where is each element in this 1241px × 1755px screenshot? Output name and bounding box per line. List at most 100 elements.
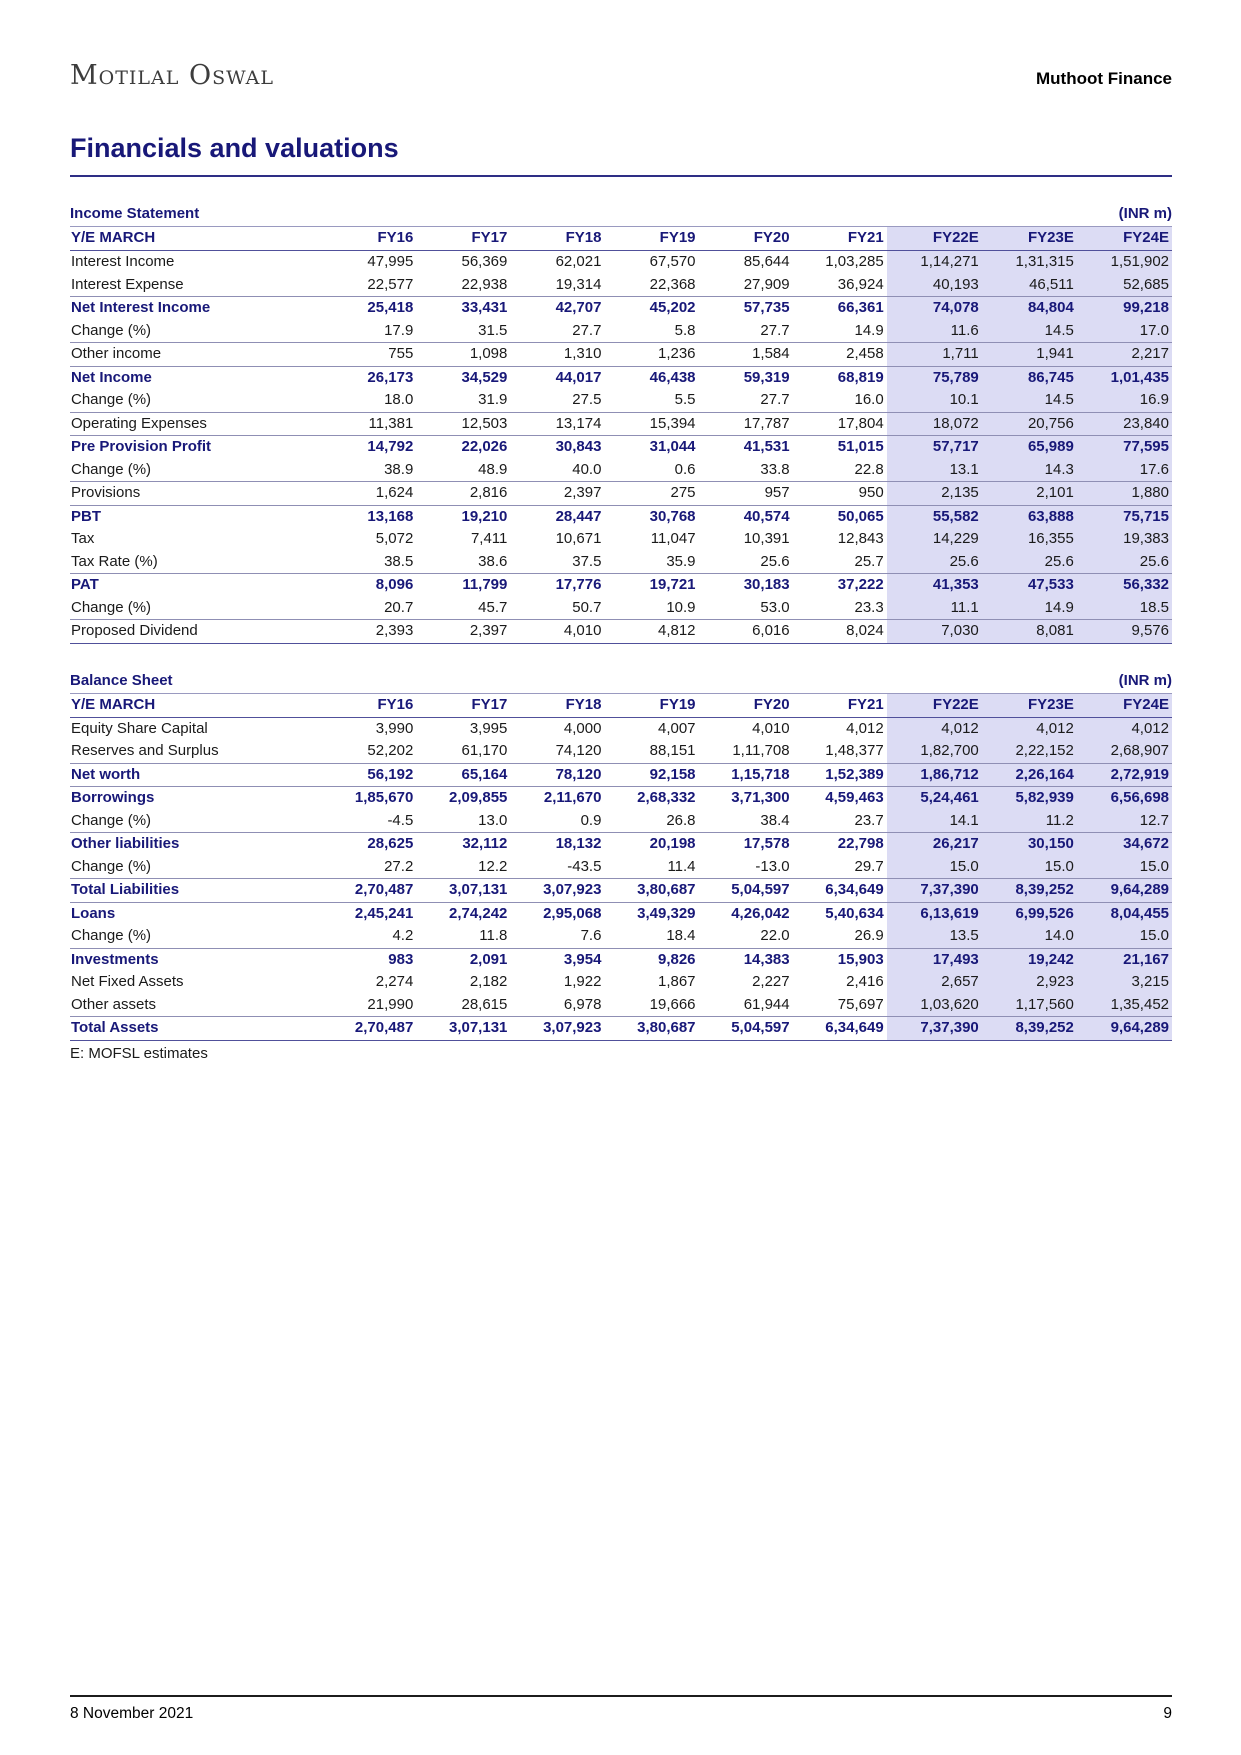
- cell: -13.0: [698, 855, 793, 879]
- table-row: Investments 983 2,091 3,954 9,826 14,383 15,90…: [70, 948, 1172, 971]
- cell: 3,07,923: [510, 1016, 605, 1041]
- table-row: Reserves and Surplus 52,202 61,170 74,120 88…: [70, 740, 1172, 764]
- cell: 15.0: [1076, 925, 1172, 949]
- company-name: Muthoot Finance: [1036, 69, 1172, 88]
- page-content: Motilal Oswal Muthoot Finance Financials…: [70, 0, 1172, 1062]
- cell: 11.8: [416, 925, 511, 949]
- row-label: Net Income: [71, 368, 152, 386]
- cell: 56,192: [322, 763, 417, 787]
- cell: 8,39,252: [981, 1016, 1077, 1041]
- cell: 21,167: [1076, 948, 1172, 971]
- cell: 4,812: [604, 619, 699, 644]
- cell: 40,193: [886, 273, 982, 297]
- row-label: Proposed Dividend: [70, 619, 323, 644]
- cell: 44,017: [555, 368, 602, 386]
- cell: 17.6: [1076, 458, 1172, 482]
- income-statement-unit: (INR m): [1118, 205, 1172, 222]
- cell: 27.2: [322, 855, 417, 879]
- cell: 983: [388, 950, 414, 968]
- cell: 17.9: [322, 319, 417, 343]
- cell: 950: [792, 481, 887, 506]
- cell: 33,431: [461, 299, 508, 316]
- row-label: Interest Expense: [70, 273, 323, 297]
- cell: 1,098: [416, 342, 511, 367]
- cell: 2,68,332: [637, 789, 696, 806]
- cell: 27.7: [510, 319, 605, 343]
- table-row: Change (%) 4.2 11.8 7.6 18.4 22.0 26.9 13.5 14.0…: [70, 925, 1172, 949]
- cell: 2,217: [1076, 342, 1172, 367]
- cell: 16,355: [981, 528, 1077, 551]
- cell: 2,923: [981, 971, 1077, 994]
- cell: 5.8: [604, 319, 699, 343]
- cell: 1,624: [322, 481, 417, 506]
- cell: -4.5: [322, 809, 417, 833]
- cell: 2,70,487: [322, 878, 417, 903]
- cell: 4,010: [510, 619, 605, 644]
- cell: 56,332: [1076, 573, 1172, 597]
- cell: 18.0: [322, 389, 417, 413]
- table-row: Equity Share Capital 3,990 3,995 4,000 4,007…: [70, 717, 1172, 740]
- cell: 11.6: [886, 319, 982, 343]
- table-header-row: Y/E MARCH FY16 FY17 FY18 FY19 FY20 FY21 FY22E FY…: [70, 693, 1172, 718]
- table-row: Net Fixed Assets 2,274 2,182 1,922 1,867 2,22…: [70, 971, 1172, 994]
- cell: 2,11,670: [543, 789, 602, 806]
- cell: 27,909: [698, 273, 793, 297]
- cell: 14.5: [981, 319, 1077, 343]
- cell: 40,574: [743, 507, 790, 525]
- cell: 1,17,560: [981, 993, 1077, 1017]
- cell: 18.4: [604, 925, 699, 949]
- cell: 27.7: [698, 389, 793, 413]
- cell: 1,880: [1076, 481, 1172, 506]
- cell: 1,15,718: [698, 763, 793, 787]
- cell: 2,397: [510, 481, 605, 506]
- cell: 18,072: [886, 412, 982, 436]
- cell: 22,798: [837, 835, 884, 852]
- cell: 6,99,526: [981, 902, 1077, 925]
- page-title: Financials and valuations: [70, 133, 1172, 177]
- column-header: FY17: [416, 227, 511, 251]
- cell: 32,112: [462, 835, 508, 852]
- income-statement-title: Income Statement: [70, 205, 200, 222]
- column-header: FY18: [510, 227, 605, 251]
- cell: 3,07,131: [416, 878, 511, 903]
- cell: 20,198: [649, 835, 696, 852]
- document-footer: 8 November 2021 9: [70, 1695, 1172, 1723]
- cell: 25.6: [886, 550, 982, 574]
- cell: 20,756: [981, 412, 1077, 436]
- cell: 47,995: [367, 253, 414, 270]
- cell: 30,183: [743, 576, 790, 593]
- cell: 14,229: [886, 528, 982, 551]
- row-label: Net Interest Income: [71, 299, 211, 316]
- cell: 17,776: [555, 576, 602, 593]
- cell: 19,242: [981, 948, 1077, 971]
- cell: 7.6: [510, 925, 605, 949]
- row-label: Net worth: [70, 763, 323, 787]
- footer-page-number: 9: [1163, 1705, 1172, 1722]
- cell: 74,078: [886, 296, 982, 320]
- cell: 59,319: [743, 368, 790, 386]
- cell: 28,625: [367, 835, 414, 852]
- cell: 755: [322, 342, 417, 367]
- cell: 1,85,670: [354, 789, 414, 806]
- row-label: Equity Share Capital: [71, 719, 208, 737]
- row-label: Change (%): [70, 319, 323, 343]
- cell: 5,40,634: [825, 904, 884, 922]
- cell: 1,584: [698, 342, 793, 367]
- cell: 2,09,855: [448, 789, 508, 806]
- cell: 11,047: [650, 530, 696, 547]
- cell: 1,711: [886, 342, 982, 367]
- column-header: FY22E: [886, 693, 982, 718]
- cell: 4,012: [846, 719, 884, 737]
- table-row: PBT 13,168 19,210 28,447 30,768 40,574 50,065 5…: [70, 505, 1172, 528]
- cell: 3,80,687: [604, 1016, 699, 1041]
- cell: 15,394: [604, 412, 699, 436]
- motilal-oswal-logo: Motilal Oswal: [70, 60, 275, 91]
- cell: 31,044: [649, 438, 696, 455]
- cell: 3,07,923: [510, 878, 605, 903]
- table-row: Interest Expense 22,577 22,938 19,314 22,368…: [70, 273, 1172, 297]
- table-row: Net Interest Income 25,418 33,431 42,707 45,…: [70, 296, 1172, 320]
- cell: 2,72,919: [1076, 763, 1172, 787]
- table-row: Change (%) 38.9 48.9 40.0 0.6 33.8 22.8 13.1 14.…: [70, 458, 1172, 482]
- row-label: Operating Expenses: [70, 412, 323, 436]
- income-statement-section: Income Statement (INR m) Y/E MARCH FY16 FY…: [70, 203, 1172, 644]
